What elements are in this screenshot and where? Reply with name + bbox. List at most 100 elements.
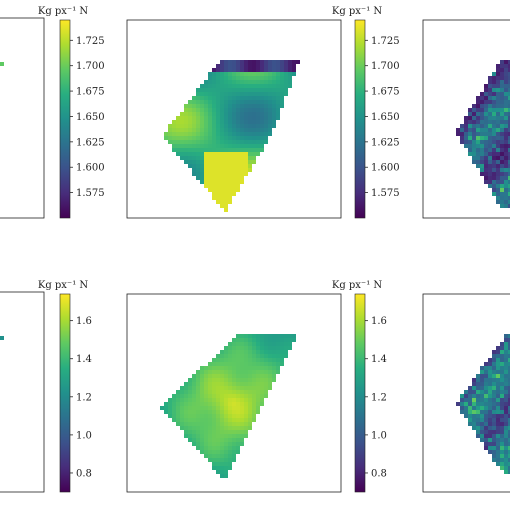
map-cell xyxy=(196,164,200,168)
map-cell xyxy=(204,116,208,120)
map-cell xyxy=(256,60,260,64)
map-cell xyxy=(488,426,492,430)
map-cell xyxy=(248,128,252,132)
map-cell xyxy=(508,430,510,434)
map-cell xyxy=(232,378,236,382)
map-cell xyxy=(232,64,236,68)
map-cell xyxy=(480,132,484,136)
map-cell xyxy=(500,60,504,64)
map-cell xyxy=(180,148,184,152)
map-cell xyxy=(484,414,488,418)
map-cell xyxy=(480,414,484,418)
map-cell xyxy=(504,438,508,442)
map-cell xyxy=(228,64,232,68)
map-cell xyxy=(256,136,260,140)
map-cell xyxy=(260,342,264,346)
map-cell xyxy=(252,80,256,84)
map-cell xyxy=(208,124,212,128)
map-cell xyxy=(248,422,252,426)
map-cell xyxy=(216,148,220,152)
map-cell xyxy=(232,394,236,398)
colorbar-tick-label: 1.600 xyxy=(76,163,105,174)
map-cell xyxy=(228,362,232,366)
map-cell xyxy=(204,366,208,370)
map-cell xyxy=(488,116,492,120)
map-cell xyxy=(240,354,244,358)
map-cell xyxy=(264,366,268,370)
map-cell xyxy=(264,378,268,382)
map-cell xyxy=(180,394,184,398)
map-cell xyxy=(260,72,264,76)
map-cell xyxy=(196,128,200,132)
map-cell xyxy=(220,362,224,366)
map-cell xyxy=(212,378,216,382)
map-cell xyxy=(212,406,216,410)
map-cell xyxy=(172,402,176,406)
map-cell xyxy=(212,458,216,462)
map-cell xyxy=(200,402,204,406)
map-cell xyxy=(284,80,288,84)
map-cell xyxy=(196,442,200,446)
map-cell xyxy=(212,140,216,144)
map-cell xyxy=(256,362,260,366)
map-cell xyxy=(176,394,180,398)
map-cell xyxy=(212,124,216,128)
map-cell xyxy=(488,402,492,406)
map-cell xyxy=(504,112,508,116)
map-cell xyxy=(212,414,216,418)
map-cell xyxy=(244,378,248,382)
map-cell xyxy=(224,402,228,406)
map-cell xyxy=(276,96,280,100)
map-cell xyxy=(248,132,252,136)
map-cell xyxy=(496,430,500,434)
map-cell xyxy=(176,410,180,414)
map-cell xyxy=(504,164,508,168)
colorbar-tick-label: 1.675 xyxy=(76,87,105,98)
map-cell xyxy=(224,362,228,366)
map-cell xyxy=(488,144,492,148)
map-cell xyxy=(508,124,510,128)
map-cell xyxy=(220,442,224,446)
map-cell xyxy=(200,88,204,92)
map-cell xyxy=(180,144,184,148)
map-cell xyxy=(500,418,504,422)
map-cell xyxy=(216,104,220,108)
map-cell xyxy=(224,470,228,474)
map-cell xyxy=(260,64,264,68)
map-cell xyxy=(504,124,508,128)
map-cell xyxy=(504,454,508,458)
colorbar-tick-label: 1.650 xyxy=(76,112,105,123)
map-cell xyxy=(276,346,280,350)
map-cell xyxy=(248,96,252,100)
map-cell xyxy=(228,358,232,362)
map-cell xyxy=(228,200,232,204)
map-cell xyxy=(240,96,244,100)
map-cell xyxy=(256,128,260,132)
map-cell xyxy=(252,116,256,120)
map-cell xyxy=(184,132,188,136)
map-cell xyxy=(196,378,200,382)
map-cell xyxy=(504,366,508,370)
map-cell xyxy=(504,406,508,410)
map-cell xyxy=(504,358,508,362)
map-cell xyxy=(188,394,192,398)
map-cell xyxy=(464,414,468,418)
map-cell xyxy=(264,64,268,68)
map-cell xyxy=(236,148,240,152)
map-cell xyxy=(280,104,284,108)
map-cell xyxy=(248,60,252,64)
map-cell xyxy=(508,156,510,160)
map-cell xyxy=(488,172,492,176)
map-cell xyxy=(500,108,504,112)
map-cell xyxy=(208,144,212,148)
map-cell xyxy=(504,446,508,450)
map-cell xyxy=(220,128,224,132)
map-cell xyxy=(216,462,220,466)
map-cell xyxy=(496,366,500,370)
colorbar-tick-label: 1.725 xyxy=(76,36,105,47)
map-cell xyxy=(488,418,492,422)
map-cell xyxy=(496,426,500,430)
map-cell xyxy=(232,184,236,188)
map-cell xyxy=(200,418,204,422)
map-cell xyxy=(240,398,244,402)
